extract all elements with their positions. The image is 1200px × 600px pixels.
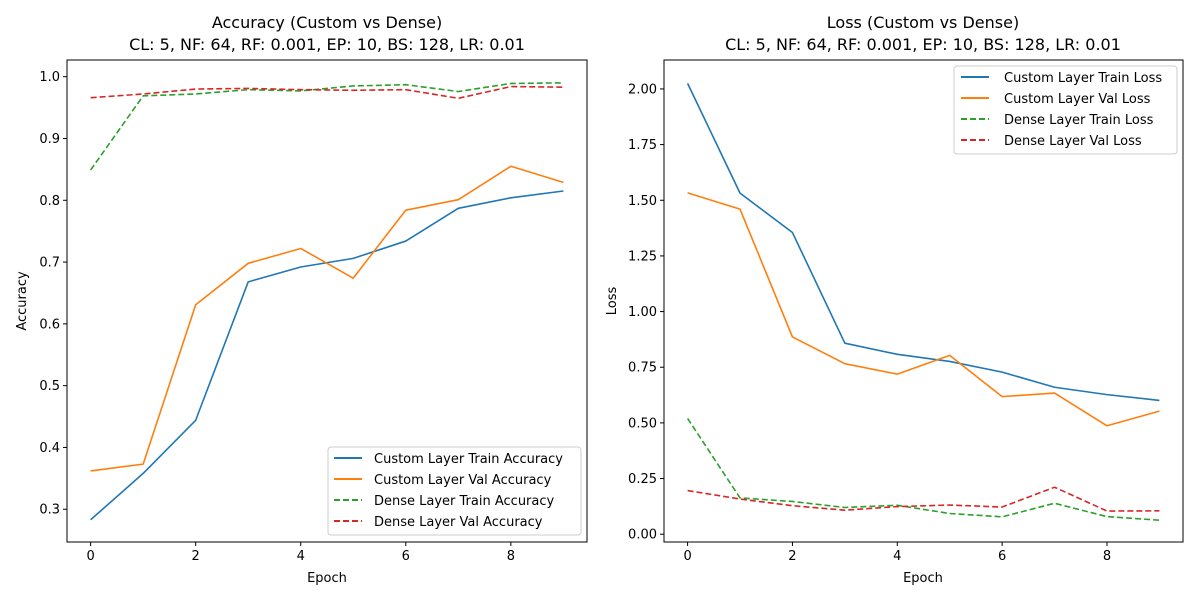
loss-plot-frame: [663, 59, 1184, 543]
y-tick-label: 0.50: [628, 416, 657, 431]
y-tick-label: 1.25: [628, 249, 657, 264]
loss-series-lines: [686, 83, 1160, 521]
x-tick-label: 2: [788, 549, 796, 564]
y-tick-label: 0.00: [628, 528, 657, 543]
accuracy-legend-box: [327, 446, 582, 536]
accuracy-chart-title: Accuracy (Custom vs Dense): [212, 13, 442, 32]
y-tick-label: 0.8: [39, 194, 60, 209]
legend-label: Dense Layer Train Accuracy: [374, 494, 555, 509]
y-tick-label: 1.75: [628, 138, 657, 153]
accuracy-series-lines: [89, 82, 564, 521]
loss-x-ticks: 0 2 4 6 8: [683, 542, 1111, 564]
y-tick-label: 1.0: [39, 70, 60, 85]
legend-entry: Custom Layer Val Accuracy: [334, 473, 552, 488]
x-tick-label: 4: [297, 549, 305, 564]
legend-label: Custom Layer Val Loss: [1004, 92, 1151, 107]
accuracy-plot-frame: [66, 59, 588, 543]
x-tick-label: 8: [1103, 549, 1111, 564]
series-line-custom-layer-train-loss: [686, 83, 1160, 402]
y-tick-label: 0.6: [39, 317, 60, 332]
series-line-dense-layer-train-loss: [686, 417, 1160, 521]
series-line-custom-layer-val-loss: [687, 192, 1160, 427]
y-tick-label: 1.00: [628, 305, 657, 320]
legend-label: Custom Layer Train Accuracy: [374, 452, 563, 467]
y-tick-label: 0.25: [628, 472, 657, 487]
y-tick-label: 0.5: [39, 379, 60, 394]
accuracy-x-axis-label: Epoch: [307, 571, 347, 586]
x-tick-label: 8: [507, 549, 515, 564]
loss-x-axis-label: Epoch: [903, 571, 943, 586]
series-line-dense-layer-val-loss: [687, 486, 1160, 512]
loss-chart: Loss (Custom vs Dense) CL: 5, NF: 64, RF…: [605, 13, 1184, 586]
legend-entry: Dense Layer Val Accuracy: [334, 515, 543, 530]
series-line-dense-layer-val-accuracy: [90, 85, 564, 100]
series-line-custom-layer-val-accuracy: [90, 165, 564, 472]
loss-y-axis-label: Loss: [605, 287, 620, 316]
y-tick-label: 2.00: [628, 82, 657, 97]
legend-label: Custom Layer Val Accuracy: [374, 473, 552, 488]
legend-entry: Dense Layer Train Accuracy: [334, 494, 555, 509]
legend-label: Dense Layer Train Loss: [1004, 113, 1154, 128]
x-tick-label: 6: [998, 549, 1006, 564]
loss-chart-subtitle: CL: 5, NF: 64, RF: 0.001, EP: 10, BS: 12…: [725, 35, 1121, 54]
y-tick-label: 0.7: [39, 256, 60, 271]
legend-entry: Custom Layer Train Accuracy: [334, 452, 563, 467]
accuracy-chart: Accuracy (Custom vs Dense) CL: 5, NF: 64…: [15, 13, 588, 586]
y-tick-label: 0.4: [39, 441, 60, 456]
legend-entry: Dense Layer Train Loss: [961, 113, 1154, 128]
legend-label: Custom Layer Train Loss: [1004, 71, 1162, 86]
y-tick-label: 1.50: [628, 194, 657, 209]
y-tick-label: 0.9: [39, 132, 60, 147]
x-tick-label: 6: [402, 549, 410, 564]
legend-label: Dense Layer Val Loss: [1004, 134, 1142, 149]
accuracy-legend: Custom Layer Train Accuracy Custom Layer…: [327, 446, 582, 536]
y-tick-label: 0.3: [39, 503, 60, 518]
x-tick-label: 2: [192, 549, 200, 564]
accuracy-y-axis-label: Accuracy: [15, 271, 30, 331]
loss-legend-box: [953, 65, 1178, 155]
legend-label: Dense Layer Val Accuracy: [374, 515, 543, 530]
loss-y-ticks: 0.00 0.25 0.50 0.75 1.00 1.25 1.50 1.75 2.00: [628, 82, 664, 543]
x-tick-label: 4: [893, 549, 901, 564]
legend-entry: Custom Layer Val Loss: [961, 92, 1151, 107]
x-tick-label: 0: [683, 549, 691, 564]
loss-chart-title: Loss (Custom vs Dense): [827, 13, 1019, 32]
accuracy-x-ticks: 0 2 4 6 8: [86, 542, 515, 564]
legend-entry: Dense Layer Val Loss: [961, 134, 1142, 149]
accuracy-chart-subtitle: CL: 5, NF: 64, RF: 0.001, EP: 10, BS: 12…: [129, 35, 525, 54]
legend-entry: Custom Layer Train Loss: [961, 71, 1162, 86]
loss-legend: Custom Layer Train Loss Custom Layer Val…: [953, 65, 1178, 155]
y-tick-label: 0.75: [628, 361, 657, 376]
x-tick-label: 0: [86, 549, 94, 564]
accuracy-y-ticks: 0.3 0.4 0.5 0.6 0.7 0.8 0.9 1.0: [39, 70, 67, 518]
series-line-dense-layer-train-accuracy: [89, 82, 564, 171]
